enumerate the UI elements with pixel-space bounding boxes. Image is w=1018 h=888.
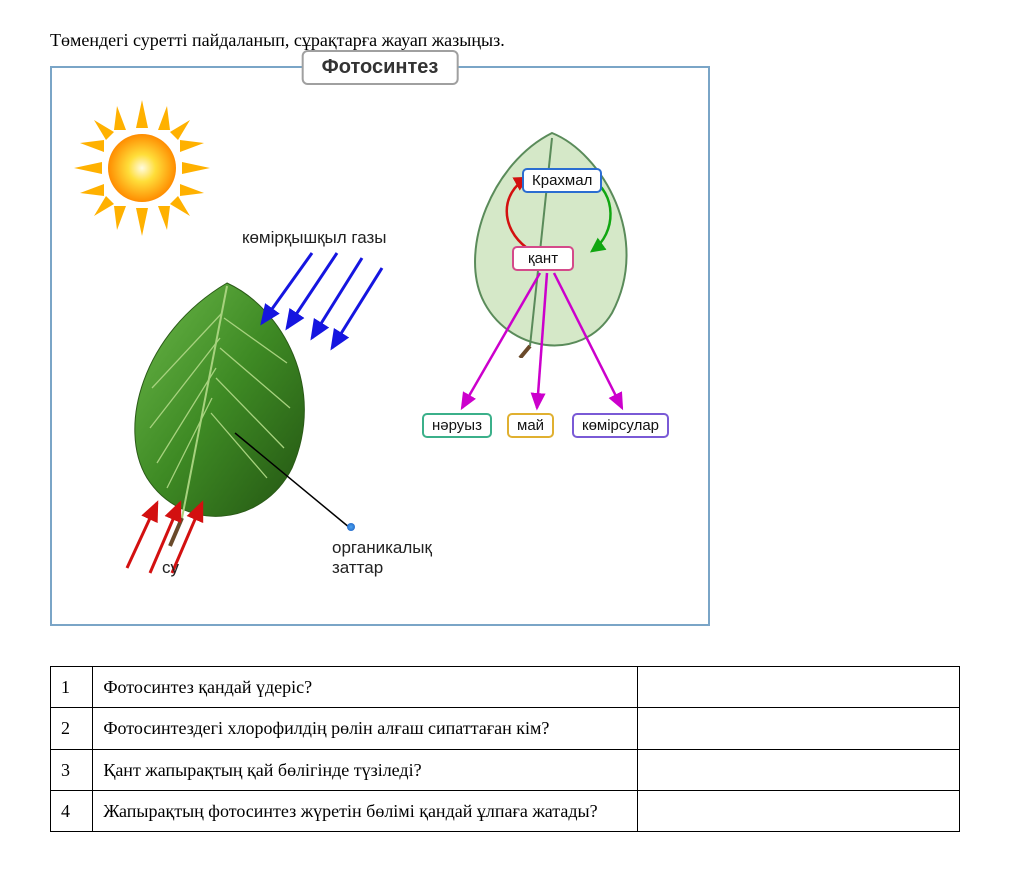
question-text: Фотосинтездегі хлорофилдің рөлін алғаш с… [93, 708, 637, 749]
row-number: 2 [51, 708, 93, 749]
box-fat: май [507, 413, 554, 438]
questions-table: 1 Фотосинтез қандай үдеріс? 2 Фотосинтез… [50, 666, 960, 832]
answer-cell[interactable] [637, 667, 960, 708]
label-organic: органикалық заттар [332, 538, 432, 578]
label-co2: көмірқышқыл газы [242, 228, 387, 248]
organic-dot-icon [347, 523, 355, 531]
row-number: 4 [51, 790, 93, 831]
table-row: 3 Қант жапырақтың қай бөлігінде түзіледі… [51, 749, 960, 790]
question-text: Жапырақтың фотосинтез жүретін бөлімі қан… [93, 790, 637, 831]
label-water: су [162, 558, 179, 578]
instruction-text: Төмендегі суретті пайдаланып, сұрақтарға… [50, 30, 968, 51]
row-number: 1 [51, 667, 93, 708]
answer-cell[interactable] [637, 790, 960, 831]
co2-arrows-icon [252, 248, 392, 368]
product-arrows-icon [422, 263, 702, 423]
diagram-title: Фотосинтез [302, 50, 459, 85]
question-text: Фотосинтез қандай үдеріс? [93, 667, 637, 708]
box-carb: көмірсулар [572, 413, 669, 438]
box-starch: Крахмал [522, 168, 602, 193]
box-protein: нәруыз [422, 413, 492, 438]
table-row: 4 Жапырақтың фотосинтез жүретін бөлімі қ… [51, 790, 960, 831]
organic-pointer-line [230, 428, 380, 543]
table-row: 1 Фотосинтез қандай үдеріс? [51, 667, 960, 708]
table-row: 2 Фотосинтездегі хлорофилдің рөлін алғаш… [51, 708, 960, 749]
box-sugar: қант [512, 246, 574, 271]
photosynthesis-diagram: Фотосинтез [50, 66, 710, 626]
row-number: 3 [51, 749, 93, 790]
answer-cell[interactable] [637, 749, 960, 790]
question-text: Қант жапырақтың қай бөлігінде түзіледі? [93, 749, 637, 790]
sun-icon [72, 98, 212, 238]
answer-cell[interactable] [637, 708, 960, 749]
